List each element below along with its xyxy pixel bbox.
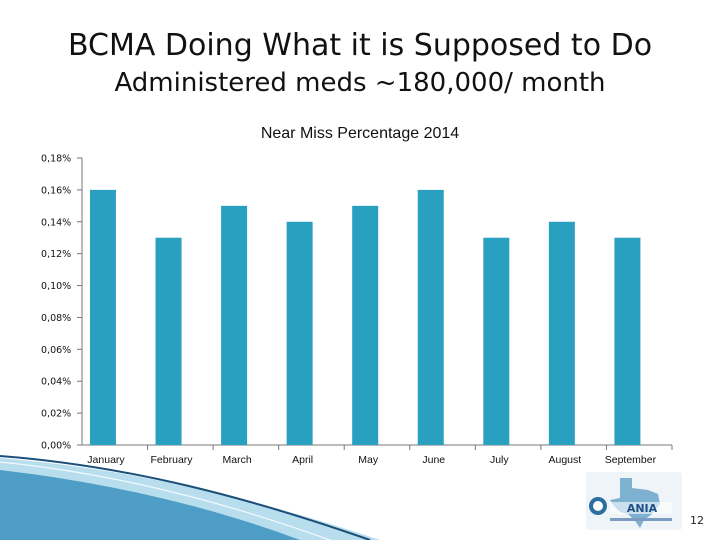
bar-april (286, 221, 313, 445)
y-tick-label: 0,00% (41, 441, 71, 452)
y-tick-label: 0,02% (41, 409, 71, 420)
x-tick-label: January (87, 454, 125, 466)
texas-state-logo-icon: ANIA (586, 472, 682, 530)
bar-july (483, 237, 510, 445)
decorative-wave (0, 455, 380, 540)
bar-may (352, 205, 379, 445)
y-tick-label: 0,18% (41, 154, 71, 165)
bar-series (89, 189, 641, 445)
x-tick-label: July (490, 454, 509, 466)
page-number: 12 (690, 514, 704, 527)
slide-subtitle: Administered meds ~180,000/ month (114, 68, 606, 98)
bar-august (548, 221, 575, 445)
y-tick-label: 0,04% (41, 377, 71, 388)
y-axis-ticks: 0,00% 0,02% 0,04% 0,06% 0,08% 0,10% 0,12% 0,14%… (41, 154, 82, 452)
x-axis-ticks: January February March April May June July Augu… (87, 445, 673, 466)
bar-september (614, 237, 641, 445)
y-tick-label: 0,06% (41, 345, 71, 356)
bar-january (89, 189, 116, 445)
x-tick-label: August (549, 454, 582, 466)
y-tick-label: 0,12% (41, 249, 71, 260)
x-tick-label: March (222, 454, 251, 466)
y-tick-label: 0,10% (41, 281, 71, 292)
x-tick-label: June (422, 454, 445, 466)
chart-title: Near Miss Percentage 2014 (261, 125, 459, 142)
slide-title: BCMA Doing What it is Supposed to Do (67, 28, 653, 63)
y-tick-label: 0,08% (41, 313, 71, 324)
bar-march (221, 205, 248, 445)
bar-june (417, 189, 444, 445)
x-tick-label: May (358, 454, 379, 466)
x-tick-label: September (605, 454, 657, 466)
y-tick-label: 0,14% (41, 217, 71, 228)
logo-text: ANIA (627, 502, 658, 515)
bar-february (155, 237, 182, 445)
x-tick-label: April (292, 454, 313, 466)
x-tick-label: February (151, 454, 194, 466)
y-tick-label: 0,16% (41, 185, 71, 196)
